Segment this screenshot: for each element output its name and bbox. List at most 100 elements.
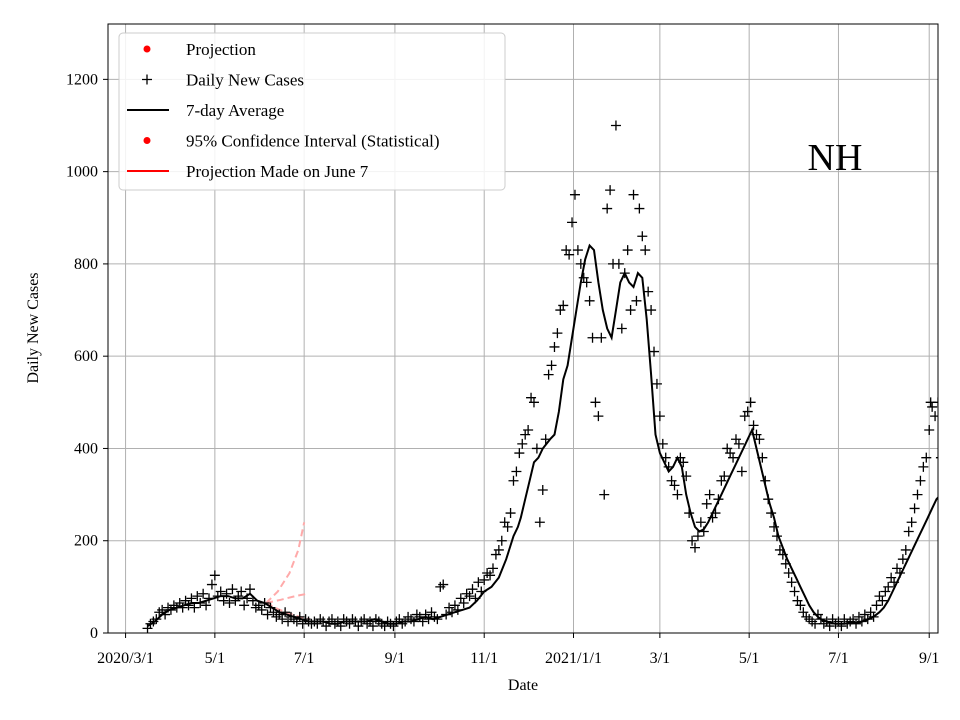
daily-case-point (742, 406, 753, 417)
daily-case-point (209, 570, 220, 581)
daily-case-point (206, 579, 217, 590)
y-axis-title: Daily New Cases (25, 272, 42, 383)
daily-case-point (906, 517, 917, 528)
daily-case-point (643, 286, 654, 297)
daily-case-point (704, 489, 715, 500)
daily-case-point (502, 521, 513, 532)
daily-case-point (634, 203, 645, 214)
daily-case-point (795, 600, 806, 611)
daily-case-point (736, 466, 747, 477)
daily-case-point (593, 411, 604, 422)
daily-case-point (949, 370, 959, 380)
daily-case-point (900, 544, 911, 555)
axis-ticks: 0 200 400 600 800 1000 1200 2020/3/1 5/1 7/1 9/1 11… (66, 71, 939, 667)
daily-case-point (531, 443, 542, 454)
daily-case-point (625, 305, 636, 316)
x-tick-label: 7/1 (828, 650, 848, 667)
daily-case-point (692, 531, 703, 542)
legend-box (118, 32, 506, 191)
daily-case-point (942, 388, 952, 398)
daily-case-point (640, 245, 651, 256)
early-projection-line (265, 592, 308, 604)
daily-case-point (953, 351, 960, 361)
daily-case-point (649, 346, 660, 357)
plot-frame (107, 23, 939, 634)
daily-case-point (769, 521, 780, 532)
daily-case-point (367, 621, 378, 632)
daily-case-point (543, 369, 554, 380)
daily-case-point (789, 586, 800, 597)
legend-label: 7-day Average (186, 101, 284, 120)
x-tick-label: 2020/3/1 (97, 650, 154, 667)
daily-case-point (537, 484, 548, 495)
daily-case-point (493, 544, 504, 555)
daily-case-point (485, 570, 496, 581)
daily-case-point (616, 323, 627, 334)
daily-case-point (935, 457, 938, 459)
legend-marker-plus (142, 74, 152, 85)
daily-case-point (897, 554, 908, 565)
daily-case-point (719, 471, 730, 482)
daily-case-point (236, 586, 247, 597)
daily-case-point (669, 480, 680, 491)
daily-case-point (654, 411, 665, 422)
y-tick-label: 1000 (66, 164, 98, 181)
daily-case-point (745, 397, 756, 408)
daily-case-point (239, 600, 250, 611)
daily-case-point (925, 397, 936, 408)
x-axis-title: Date (508, 677, 538, 694)
daily-case-point (215, 586, 226, 597)
daily-case-point (558, 300, 569, 311)
daily-case-point (810, 618, 821, 629)
daily-case-point (224, 598, 235, 609)
daily-case-point (927, 401, 938, 412)
daily-case-point (877, 595, 888, 606)
daily-case-point (596, 332, 607, 343)
x-tick-label: 9/1 (385, 650, 405, 667)
daily-case-point (945, 397, 955, 407)
daily-case-point (564, 249, 575, 260)
legend-marker-dot (143, 137, 151, 144)
daily-case-point (584, 295, 595, 306)
daily-case-point (218, 595, 229, 606)
daily-case-point (883, 581, 894, 592)
daily-case-point (528, 397, 539, 408)
daily-case-point (646, 305, 657, 316)
daily-case-point (552, 328, 563, 339)
daily-case-point (602, 203, 613, 214)
daily-case-point (192, 591, 203, 602)
x-tick-label: 11/1 (470, 650, 498, 667)
daily-case-point (622, 245, 633, 256)
daily-case-point (227, 584, 238, 595)
daily-case-point (505, 508, 516, 519)
daily-case-point (651, 378, 662, 389)
x-tick-label: 5/1 (205, 650, 225, 667)
daily-case-point (921, 452, 932, 463)
daily-case-point (924, 425, 935, 435)
legend-label: Daily New Cases (186, 71, 304, 90)
legend-label: Projection Made on June 7 (186, 162, 369, 181)
daily-case-point (244, 584, 255, 595)
daily-case-point (438, 579, 449, 590)
daily-case-point (201, 600, 212, 611)
daily-case-point (511, 466, 522, 477)
daily-case-point (754, 434, 765, 445)
y-tick-label: 0 (90, 625, 98, 642)
daily-case-point (467, 584, 478, 595)
daily-case-point (951, 411, 960, 421)
legend-label: 95% Confidence Interval (Statistical) (186, 132, 440, 151)
daily-case-point (728, 452, 739, 463)
daily-case-point (189, 602, 200, 613)
daily-case-point (637, 231, 648, 242)
x-tick-label: 5/1 (739, 650, 759, 667)
x-tick-label: 2021/1/1 (545, 650, 602, 667)
daily-case-point (572, 245, 583, 256)
daily-case-point (690, 542, 701, 553)
daily-case-point (695, 517, 706, 528)
daily-case-point (479, 574, 490, 585)
daily-case-point (613, 258, 624, 269)
legend-marker-dot (143, 45, 151, 53)
daily-case-point (590, 397, 601, 408)
daily-case-point (262, 609, 273, 620)
daily-case-point (657, 438, 668, 449)
